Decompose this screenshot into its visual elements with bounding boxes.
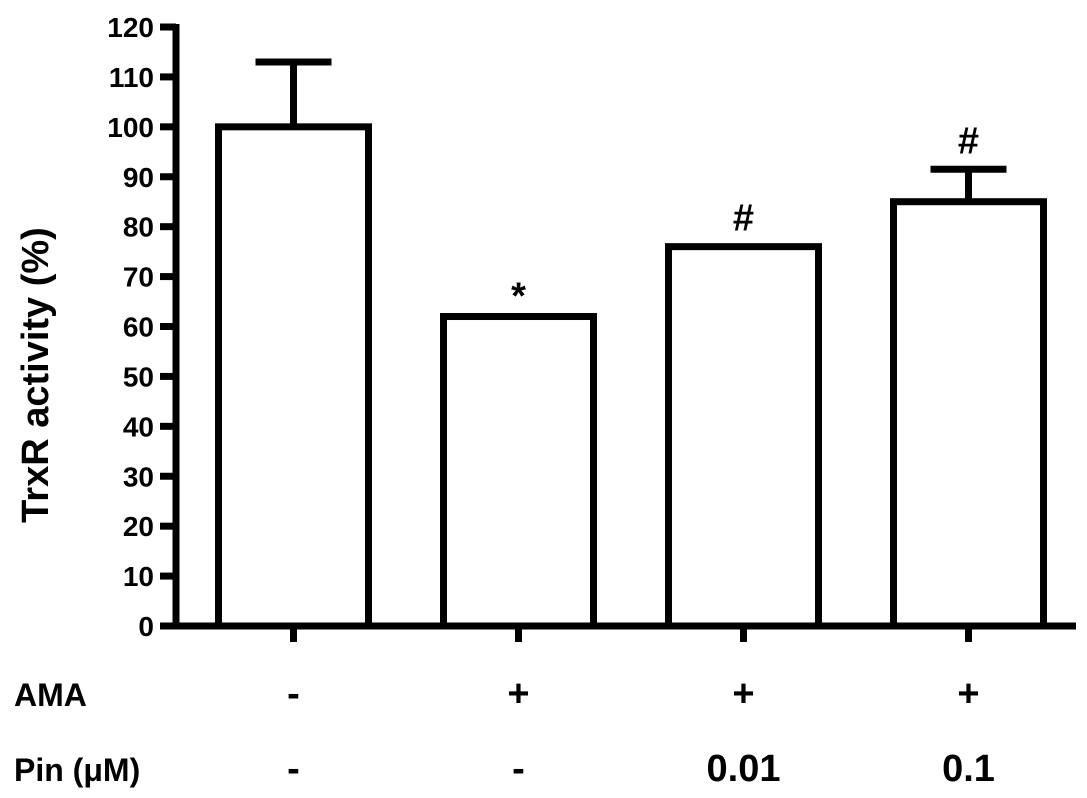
bar-3: [665, 243, 822, 630]
significance-mark: #: [733, 198, 754, 240]
treatment-value: +: [507, 673, 529, 715]
bar-1: [215, 123, 372, 630]
y-axis-label: TrxR activity (%): [15, 227, 57, 523]
treatment-value: -: [512, 748, 525, 790]
treatment-value: +: [732, 673, 754, 715]
y-tick-label: 70: [123, 262, 154, 293]
y-tick-label: 100: [107, 112, 154, 143]
treatment-row-label: AMA: [14, 677, 87, 713]
treatment-table: AMA - + + + Pin (μM) - - 0.01 0.1: [14, 673, 995, 790]
y-tick-label: 30: [123, 461, 154, 492]
bars: [215, 123, 1047, 630]
treatment-value: +: [957, 673, 979, 715]
y-tick-label: 80: [123, 212, 154, 243]
y-tick-label: 60: [123, 312, 154, 343]
y-axis-label-group: TrxR activity (%): [15, 227, 57, 523]
y-tick-label: 0: [138, 611, 154, 642]
y-tick-label: 20: [123, 511, 154, 542]
y-tick-label: 90: [123, 162, 154, 193]
y-tick-label: 120: [107, 12, 154, 43]
y-tick-label: 110: [109, 62, 154, 93]
error-bars: [255, 58, 1007, 202]
treatment-value: 0.01: [707, 748, 781, 790]
significance-annotations: * # #: [511, 120, 979, 317]
bar-4: [890, 198, 1047, 630]
y-tick-label: 10: [123, 561, 154, 592]
significance-mark: *: [511, 276, 526, 318]
y-tick-label: 50: [123, 361, 154, 392]
treatment-row-label: Pin (μM): [14, 752, 140, 788]
treatment-value: 0.1: [942, 748, 995, 790]
bar-2: [440, 313, 597, 630]
significance-mark: #: [958, 120, 979, 162]
y-axis: 0 10 20 30 40 50 60 70 80 90 100 110 120: [107, 12, 180, 642]
treatment-value: -: [287, 748, 300, 790]
treatment-value: -: [287, 673, 300, 715]
y-tick-label: 40: [123, 411, 154, 442]
